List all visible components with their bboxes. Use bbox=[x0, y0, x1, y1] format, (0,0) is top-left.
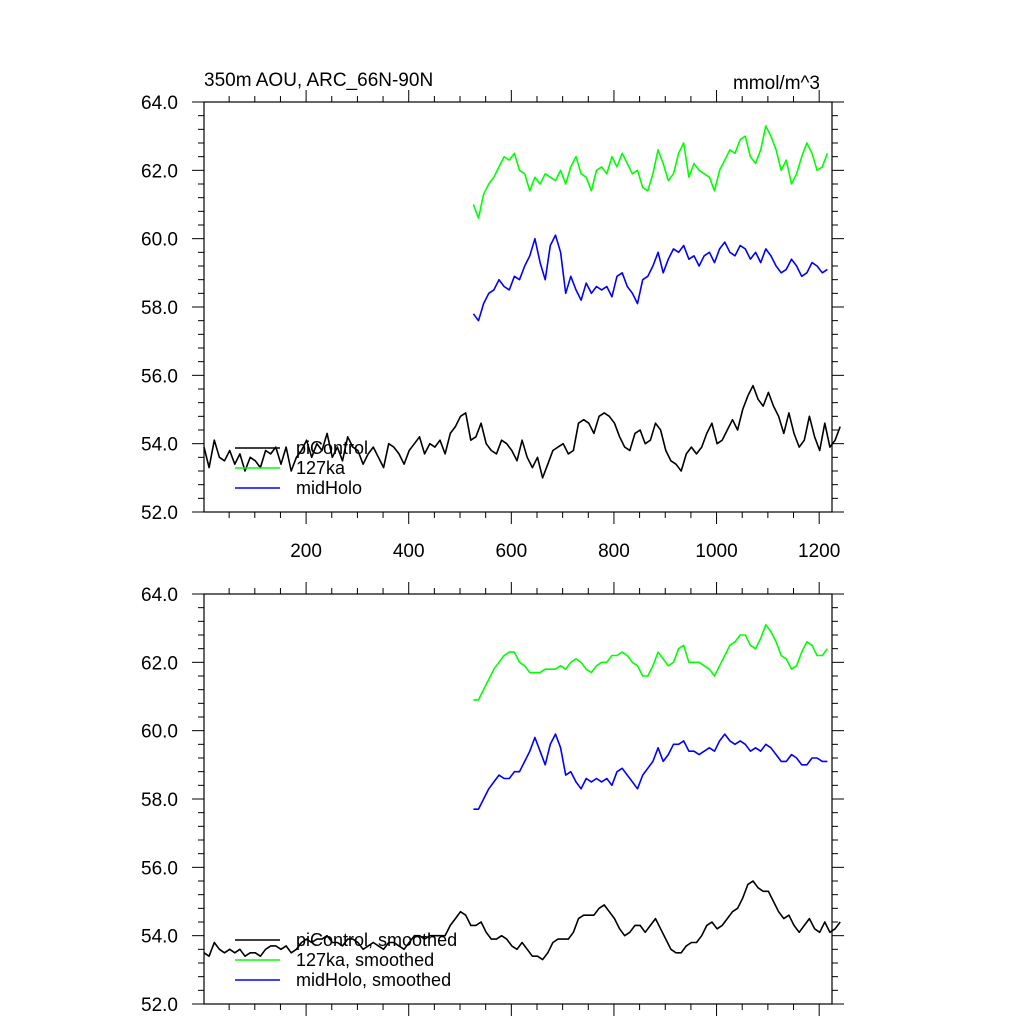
x-tick-label: 1200 bbox=[798, 541, 840, 562]
series-line-0 bbox=[203, 384, 841, 479]
legend-label-2: midHolo, smoothed bbox=[296, 970, 451, 990]
x-tick-label: 200 bbox=[290, 541, 322, 562]
legend-label-2: midHolo bbox=[296, 478, 362, 498]
x-tick-label: 400 bbox=[393, 541, 425, 562]
chart-title: 350m AOU, ARC_66N-90N bbox=[204, 70, 433, 91]
legend-label-0: piControl bbox=[296, 438, 368, 458]
series-line-1 bbox=[472, 125, 829, 219]
legend-label-1: 127ka, smoothed bbox=[296, 950, 434, 970]
y-tick-label: 60.0 bbox=[141, 722, 178, 743]
y-tick-label: 52.0 bbox=[141, 995, 178, 1016]
panel-raw: 200 400 600 800 1000 1200 52.0 54.0 56.0 58.0 60.0… bbox=[141, 90, 844, 562]
series-line-1 bbox=[473, 623, 829, 701]
units-label: mmol/m^3 bbox=[733, 73, 820, 94]
legend-label-1: 127ka bbox=[296, 458, 346, 478]
panel-smoothed: 52.0 54.0 56.0 58.0 60.0 62.0 64.0 piControl, s… bbox=[141, 582, 844, 1016]
series-line-0 bbox=[203, 880, 841, 961]
x-tick-label: 600 bbox=[495, 541, 527, 562]
y-tick-label: 56.0 bbox=[141, 858, 178, 879]
y-tick-label: 58.0 bbox=[141, 790, 178, 811]
y-tick-label: 60.0 bbox=[141, 230, 178, 251]
y-tick-label: 54.0 bbox=[141, 927, 178, 948]
series-line-2 bbox=[473, 733, 828, 811]
y-tick-label: 62.0 bbox=[141, 161, 178, 182]
y-tick-label: 52.0 bbox=[141, 503, 178, 524]
y-tick-label: 56.0 bbox=[141, 366, 178, 387]
y-tick-label: 62.0 bbox=[141, 653, 178, 674]
y-tick-label: 58.0 bbox=[141, 298, 178, 319]
x-tick-label: 800 bbox=[598, 541, 630, 562]
y-tick-label: 54.0 bbox=[141, 435, 178, 456]
y-tick-label: 64.0 bbox=[141, 93, 178, 114]
x-tick-label: 1000 bbox=[695, 541, 737, 562]
series-line-2 bbox=[472, 234, 828, 322]
legend-label-0: piControl, smoothed bbox=[296, 930, 457, 950]
y-tick-label: 64.0 bbox=[141, 585, 178, 606]
